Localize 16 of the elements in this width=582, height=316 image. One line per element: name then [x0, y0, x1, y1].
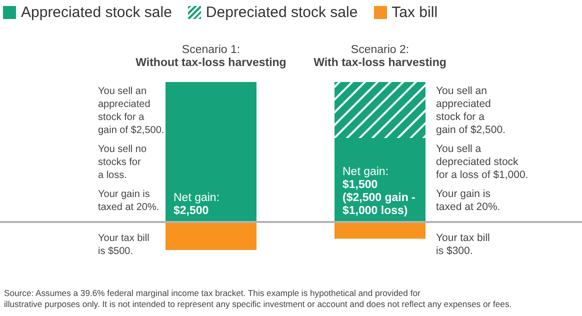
- annotation: Your gain is taxed at 20%.: [436, 188, 500, 214]
- annotation: You sell an appreciated stock for a gain of $2,500.: [436, 85, 506, 137]
- source-note: Source: Assumes a 39.6% federal marginal income tax bracket. This example is hypothetical and provided for illustrative purposes only. It is not intended to represent any specific investment or account and does not reflect any expenses or fees.: [4, 288, 512, 310]
- data-label: Net gain: $2,500: [174, 192, 220, 217]
- annotation: Your tax bill is $300.: [436, 232, 490, 258]
- data-label: Net gain: $1,500 ($2,500 gain - $1,000 loss): [342, 166, 416, 217]
- legend-label: Tax bill: [392, 4, 438, 21]
- annotation: You sell no stocks for a loss.: [98, 143, 147, 182]
- annotation: You sell a depreciated stock for a loss of $1,000.: [436, 143, 528, 182]
- legend-label: Appreciated stock sale: [21, 4, 172, 21]
- annotation: You sell an appreciated stock for a gain of $2,500.: [98, 85, 164, 137]
- annotation: Your tax bill is $500.: [98, 232, 150, 258]
- legend-label: Depreciated stock sale: [206, 4, 358, 21]
- x-tick-label: Scenario 2: With tax-loss harvesting: [312, 44, 448, 70]
- x-tick-label: Scenario 1: Without tax-loss harvesting: [134, 44, 288, 70]
- annotation: Your gain is taxed at 20%.: [98, 188, 160, 214]
